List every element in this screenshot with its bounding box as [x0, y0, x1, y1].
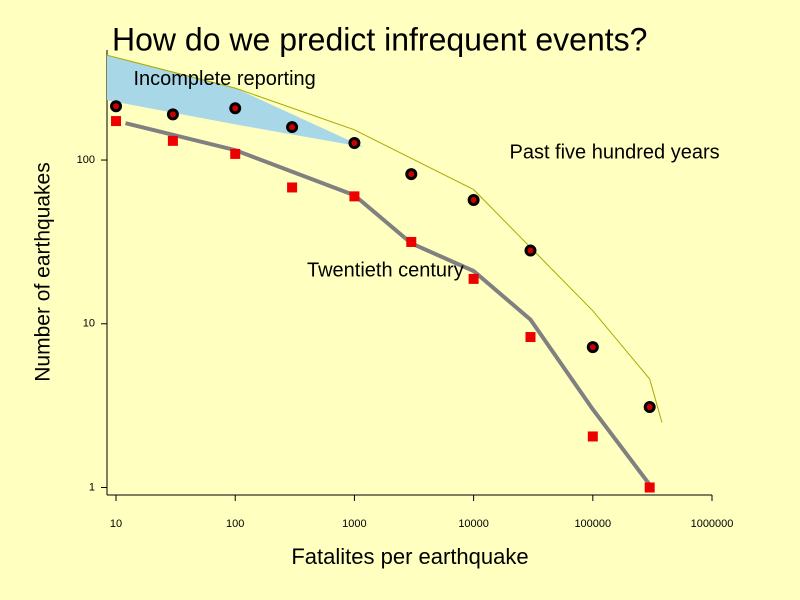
- annotation: Twentieth century: [307, 259, 464, 281]
- fit-curve: [124, 121, 652, 486]
- fit-curve: [106, 54, 663, 423]
- point: [287, 182, 298, 193]
- point-center: [351, 140, 358, 147]
- point: [349, 191, 360, 202]
- x-tick-label: 1000000: [691, 518, 734, 530]
- point-center: [470, 197, 477, 204]
- point-center: [589, 344, 596, 351]
- x-axis-label: Fatalites per earthquake: [291, 544, 528, 569]
- point: [230, 148, 241, 159]
- point-center: [527, 247, 534, 254]
- point: [587, 431, 598, 442]
- point-center: [289, 124, 296, 131]
- annotation: Past five hundred years: [509, 142, 719, 164]
- annotation: Incomplete reporting: [133, 68, 315, 90]
- point-center: [408, 171, 415, 178]
- point: [525, 332, 536, 343]
- y-tick-label: 10: [83, 318, 95, 330]
- chart-title: How do we predict infrequent events?: [112, 21, 647, 57]
- y-axis-label: Number of earthquakes: [32, 162, 55, 381]
- point-center: [232, 105, 239, 112]
- point: [111, 116, 122, 127]
- x-tick-label: 10: [110, 518, 122, 530]
- point-center: [646, 404, 653, 411]
- x-tick-label: 100000: [574, 518, 611, 530]
- point: [406, 236, 417, 247]
- point-center: [113, 103, 120, 110]
- y-tick-label: 1: [89, 481, 95, 493]
- x-tick-label: 1000: [342, 518, 366, 530]
- shaded-region: [107, 55, 364, 148]
- y-tick-label: 100: [77, 154, 95, 166]
- point: [468, 273, 479, 284]
- point: [644, 482, 655, 493]
- point: [167, 135, 178, 146]
- x-tick-label: 100: [226, 518, 244, 530]
- x-tick-label: 10000: [458, 518, 489, 530]
- point-center: [169, 111, 176, 118]
